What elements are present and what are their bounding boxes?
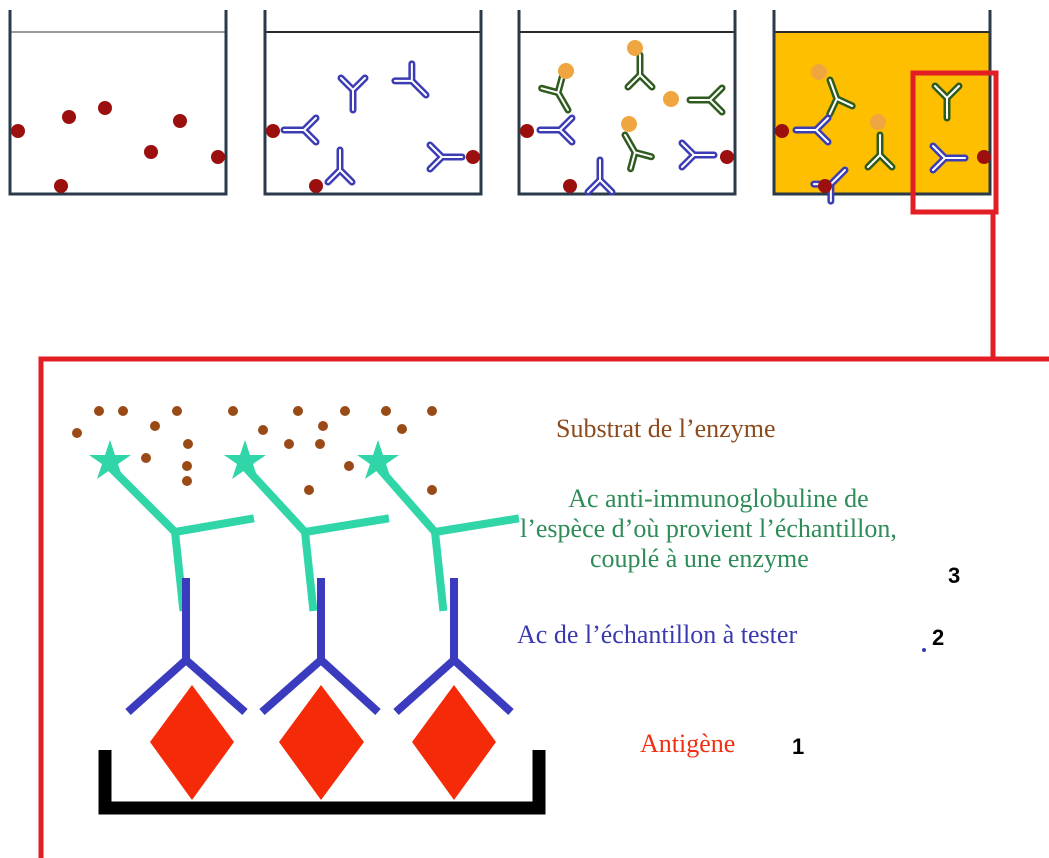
label-conjugate-line2: l’espèce d’où provient l’échantillon, bbox=[520, 513, 897, 543]
substrate-dots bbox=[72, 406, 437, 495]
enzyme-star bbox=[224, 440, 266, 479]
well-plate bbox=[98, 750, 546, 815]
antigen-dot bbox=[563, 179, 577, 193]
well-4-substrate-fill bbox=[774, 32, 990, 194]
antigen-dot bbox=[977, 150, 991, 164]
well-1-walls bbox=[8, 10, 228, 196]
antigen-diamond bbox=[150, 685, 234, 800]
well-3-walls bbox=[517, 10, 737, 196]
antigen-dot bbox=[144, 145, 158, 159]
enzyme-star bbox=[89, 440, 131, 479]
antigen-dot bbox=[11, 124, 25, 138]
well-4-walls bbox=[772, 10, 992, 196]
well-4 bbox=[772, 10, 999, 215]
label-substrate: Substrat de l’enzyme bbox=[556, 414, 776, 443]
antigen-dot bbox=[211, 150, 225, 164]
well-2 bbox=[263, 10, 483, 196]
enzyme bbox=[663, 91, 679, 107]
zoom-panel-frame bbox=[38, 356, 1049, 858]
enzyme bbox=[621, 116, 637, 132]
well-3 bbox=[517, 10, 737, 196]
antigen-diamond bbox=[279, 685, 364, 800]
antigen-dot bbox=[818, 179, 832, 193]
antigen-dot bbox=[98, 101, 112, 115]
antigen-dot bbox=[54, 179, 68, 193]
pointer-dot bbox=[922, 648, 926, 652]
zoom-panel bbox=[38, 356, 1049, 858]
antigen-dot bbox=[466, 150, 480, 164]
antigen-dot bbox=[309, 179, 323, 193]
label-sample-antibody: Ac de l’échantillon à tester bbox=[517, 620, 798, 649]
antigen-dot bbox=[775, 124, 789, 138]
number-3: 3 bbox=[948, 563, 961, 588]
antigen-dot bbox=[520, 124, 534, 138]
well-1-fill bbox=[10, 32, 226, 194]
enzyme bbox=[870, 114, 886, 130]
enzyme bbox=[627, 40, 643, 56]
enzyme-star bbox=[357, 440, 399, 479]
enzyme bbox=[811, 64, 827, 80]
sample-antibodies bbox=[125, 578, 514, 716]
label-antigen: Antigène bbox=[640, 729, 736, 758]
antigen-dot bbox=[62, 110, 76, 124]
label-conjugate-line3: couplé à une enzyme bbox=[590, 543, 809, 573]
well-2-walls bbox=[263, 10, 483, 196]
label-conjugate-line1: Ac anti-immunoglobuline de bbox=[568, 484, 869, 513]
number-1: 1 bbox=[792, 734, 805, 759]
label-conjugate: Ac anti-immunoglobuline de l’espèce d’où… bbox=[520, 484, 897, 574]
well-3-fill bbox=[519, 32, 735, 194]
antigen-dot bbox=[266, 124, 280, 138]
number-2: 2 bbox=[932, 625, 945, 650]
antigen-diamond bbox=[412, 685, 496, 800]
enzyme-conjugate bbox=[104, 461, 520, 612]
antigen-dot bbox=[173, 114, 187, 128]
highlight-box bbox=[910, 70, 999, 215]
antigen-dot bbox=[720, 150, 734, 164]
enzyme bbox=[558, 63, 574, 79]
well-1 bbox=[8, 10, 228, 196]
well-2-fill bbox=[265, 32, 481, 194]
